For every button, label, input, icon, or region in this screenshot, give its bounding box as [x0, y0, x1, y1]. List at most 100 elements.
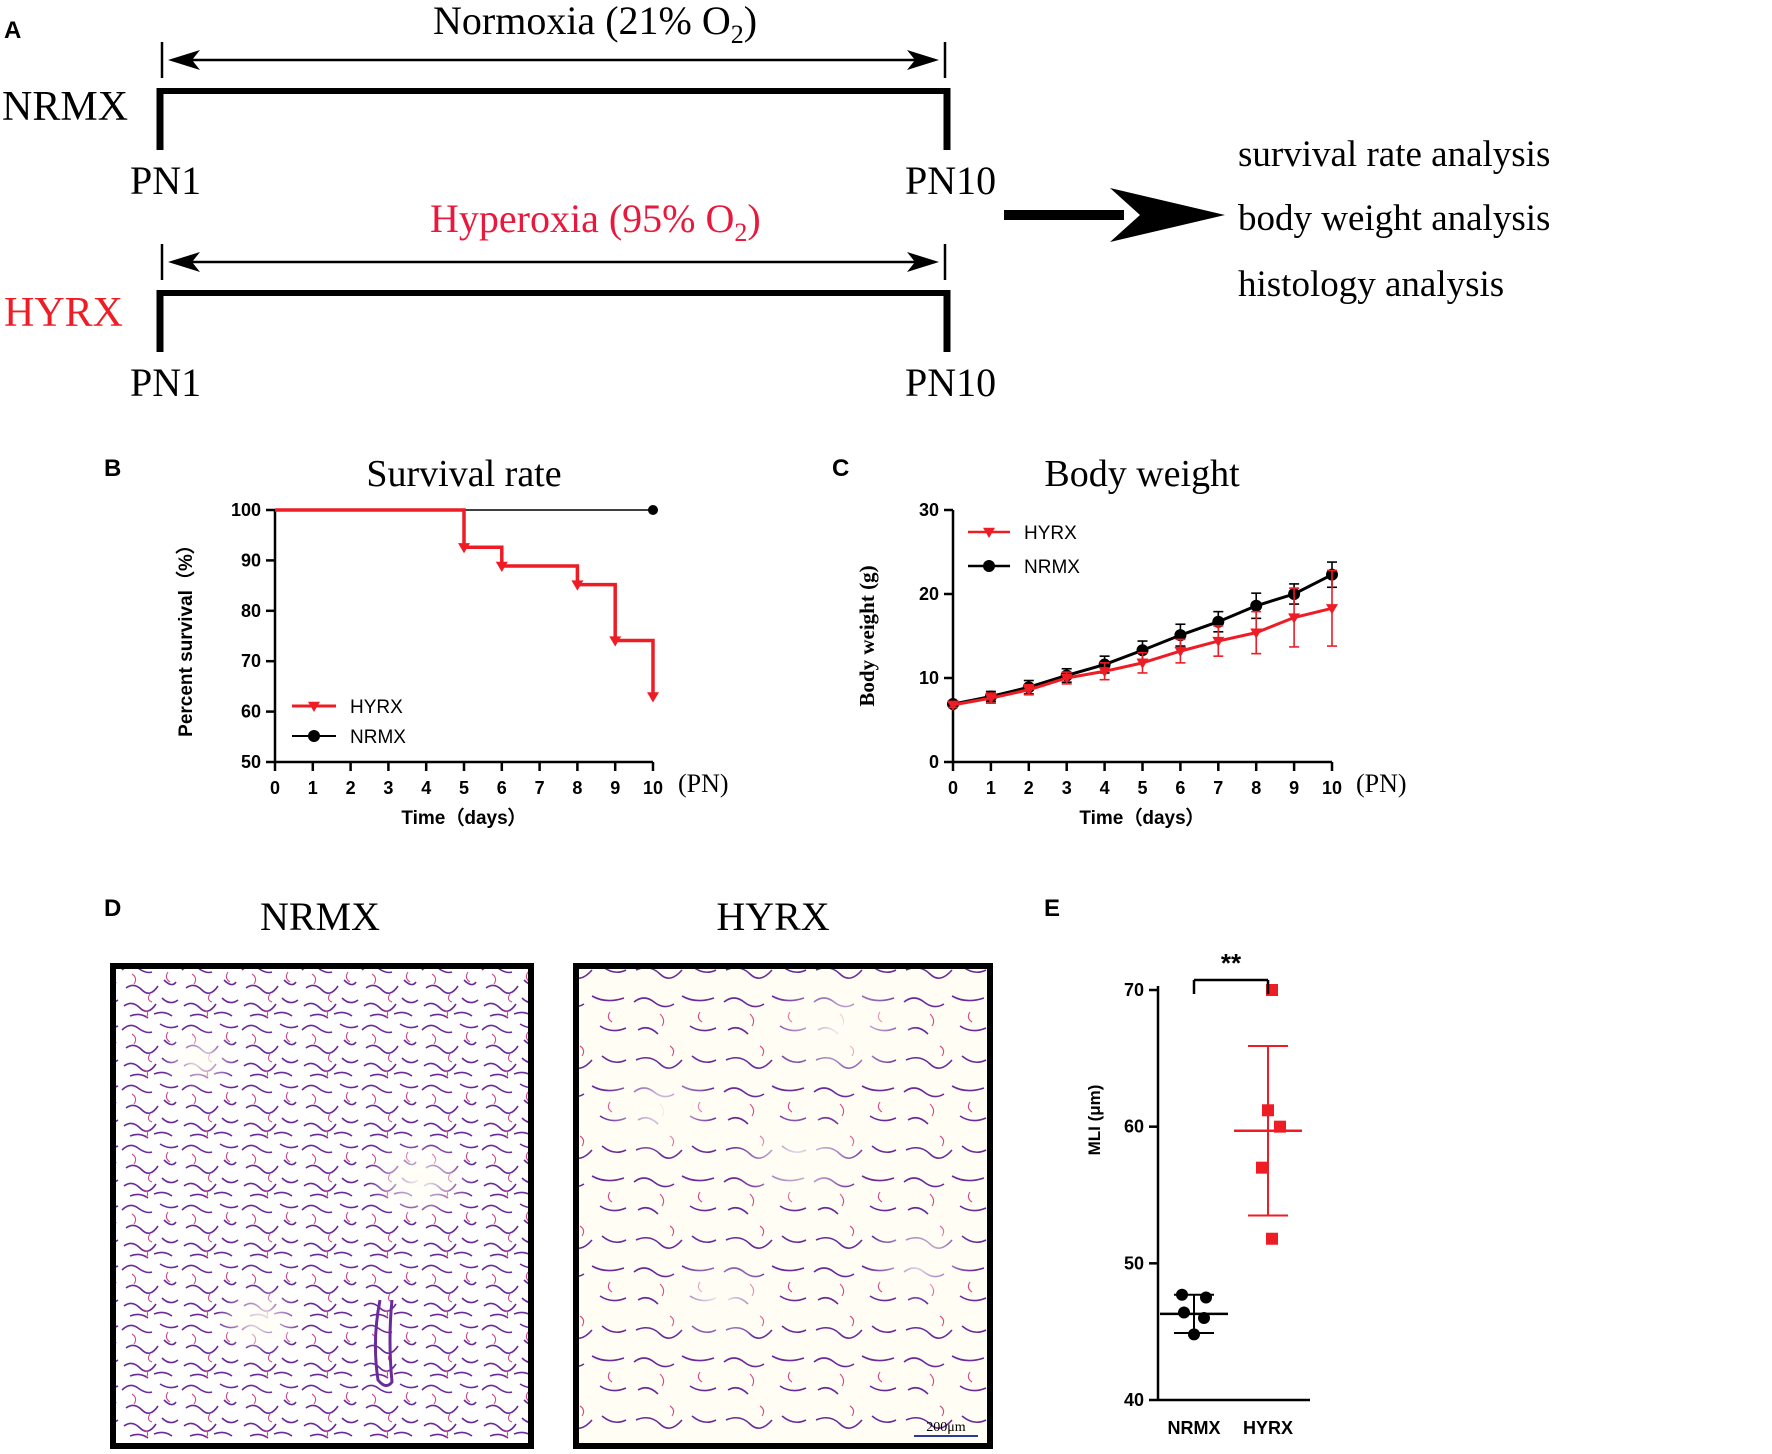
nrmx-start-label: PN1: [130, 158, 201, 203]
bodyweight-x-tick-label: 3: [1062, 778, 1072, 798]
survival-legend-marker-hyrx: [308, 701, 320, 712]
bodyweight-point-nrmx: [1212, 615, 1225, 628]
hyperoxia-label-close: ): [747, 196, 760, 241]
bodyweight-x-tick-label: 5: [1137, 778, 1147, 798]
mli-y-axis-label: MLI (μm): [1085, 1085, 1104, 1156]
panel-c-body-weight-chart: C Body weight 0 1 2 3 4 5 6 7 8 9 10 0 10 20 30 HYRX NR…: [832, 453, 1407, 829]
survival-chart-title: Survival rate: [366, 453, 561, 495]
bodyweight-legend: HYRX NRMX: [968, 523, 1080, 578]
survival-x-axis-label: Time（days）: [401, 806, 526, 829]
survival-x-tick-label: 6: [497, 778, 507, 798]
bodyweight-pn-unit: (PN): [1356, 769, 1407, 798]
hyperoxia-label-subscript: 2: [734, 218, 747, 247]
survival-legend-marker-nrmx: [308, 730, 320, 742]
histology-title-hyrx: HYRX: [716, 894, 829, 939]
survival-legend-label-hyrx: HYRX: [350, 697, 403, 718]
survival-y-tick-label: 90: [241, 550, 261, 570]
survival-point-hyrx: [458, 543, 470, 554]
mli-point-nrmx: [1176, 1288, 1188, 1301]
mli-point-hyrx: [1266, 1232, 1278, 1245]
bodyweight-point-hyrx: [1250, 628, 1263, 639]
scale-bar-label: 200μm: [926, 1420, 966, 1435]
hyrx-end-label: PN10: [905, 360, 996, 405]
bodyweight-x-tick-label: 10: [1322, 778, 1342, 798]
mli-category-label-nrmx: NRMX: [1168, 1418, 1221, 1438]
bodyweight-point-nrmx: [1174, 629, 1187, 642]
bodyweight-x-axis-label: Time（days）: [1079, 806, 1204, 829]
bodyweight-legend-marker-hyrx: [983, 527, 995, 538]
survival-y-tick-label: 100: [231, 500, 261, 520]
bodyweight-chart-title: Body weight: [1044, 453, 1240, 495]
bodyweight-point-hyrx: [1022, 685, 1035, 696]
hyperoxia-label: Hyperoxia (95% O2): [430, 196, 761, 247]
bodyweight-x-tick-label: 0: [948, 778, 958, 798]
normoxia-label: Normoxia (21% O2): [433, 0, 757, 49]
bodyweight-point-hyrx: [984, 693, 997, 705]
panel-b-survival-chart: B Survival rate 0 1 2 3 4 5 6 7 8 9 10 50 60 70 80 90 10…: [104, 453, 729, 829]
mli-point-nrmx: [1200, 1291, 1212, 1304]
bodyweight-point-hyrx: [1136, 658, 1149, 669]
analysis-arrow: [1004, 188, 1225, 242]
panel-label-b: B: [104, 455, 121, 482]
survival-x-tick-label: 3: [383, 778, 393, 798]
nrmx-timeline-bar: [156, 88, 951, 150]
survival-x-tick-label: 0: [270, 778, 280, 798]
bodyweight-y-axis-label: Body weight (g): [855, 565, 879, 706]
survival-y-tick-label: 50: [241, 752, 261, 772]
panel-a-study-design: A Normoxia (21% O2) NRMX PN1 PN10 Hypero…: [2, 0, 1550, 405]
mli-significance-label: **: [1221, 948, 1242, 978]
survival-y-tick-label: 80: [241, 601, 261, 621]
survival-y-axis-label: Percent survival（%）: [174, 535, 197, 737]
mli-point-hyrx: [1256, 1161, 1268, 1174]
bodyweight-x-tick-label: 7: [1213, 778, 1223, 798]
bodyweight-point-hyrx: [1174, 646, 1187, 658]
bodyweight-x-tick-label: 9: [1289, 778, 1299, 798]
survival-x-tick-label: 1: [308, 778, 318, 798]
normoxia-label-main: Normoxia (21% O: [433, 0, 731, 43]
hyrx-start-label: PN1: [130, 360, 201, 405]
bodyweight-x-tick-label: 1: [986, 778, 996, 798]
bodyweight-x-tick-label: 4: [1100, 778, 1110, 798]
bodyweight-point-hyrx: [1060, 673, 1073, 684]
panel-label-a: A: [4, 17, 21, 44]
bodyweight-x-tick-label: 8: [1251, 778, 1261, 798]
analysis-body-weight: body weight analysis: [1238, 198, 1550, 239]
nrmx-end-label: PN10: [905, 158, 996, 203]
mli-category-label-hyrx: HYRX: [1243, 1418, 1293, 1438]
mli-point-nrmx: [1188, 1328, 1200, 1341]
bodyweight-legend-label-hyrx: HYRX: [1024, 523, 1077, 544]
panel-d-histology: D NRMX HYRX 200μm: [104, 894, 993, 1449]
panel-label-e: E: [1044, 895, 1060, 922]
bodyweight-x-tick-label: 6: [1175, 778, 1185, 798]
analysis-survival: survival rate analysis: [1238, 134, 1550, 175]
survival-point-hyrx: [571, 580, 584, 591]
survival-x-tick-label: 10: [643, 778, 663, 798]
survival-x-tick-label: 7: [535, 778, 545, 798]
survival-y-tick-label: 70: [241, 651, 261, 671]
survival-x-tick-label: 2: [346, 778, 356, 798]
survival-point-hyrx: [495, 561, 508, 572]
survival-pn-unit: (PN): [678, 769, 729, 798]
bodyweight-y-tick-label: 10: [919, 668, 939, 688]
bodyweight-point-hyrx: [947, 700, 959, 711]
survival-x-tick-label: 8: [572, 778, 582, 798]
panel-label-d: D: [104, 895, 121, 922]
normoxia-label-subscript: 2: [731, 20, 744, 49]
survival-line-hyrx: [275, 508, 655, 697]
normoxia-label-close: ): [744, 0, 757, 43]
panel-e-mli-chart: E 40 50 60 70 NRMX HYRX ** MLI (μm): [1044, 895, 1310, 1438]
normoxia-arrow: [160, 42, 947, 78]
hyperoxia-label-main: Hyperoxia (95% O: [430, 196, 734, 241]
bodyweight-legend-label-nrmx: NRMX: [1024, 557, 1080, 578]
bodyweight-point-nrmx: [1250, 599, 1263, 612]
mli-point-hyrx: [1262, 1104, 1274, 1117]
mli-point-nrmx: [1178, 1306, 1190, 1319]
bodyweight-y-tick-label: 30: [919, 500, 939, 520]
mli-y-tick-label: 50: [1124, 1253, 1144, 1273]
survival-x-tick-label: 5: [459, 778, 469, 798]
bodyweight-legend-marker-nrmx: [983, 560, 995, 572]
bodyweight-y-tick-label: 20: [919, 584, 939, 604]
bodyweight-marks: [947, 561, 1338, 711]
hyrx-timeline-bar: [156, 290, 951, 352]
